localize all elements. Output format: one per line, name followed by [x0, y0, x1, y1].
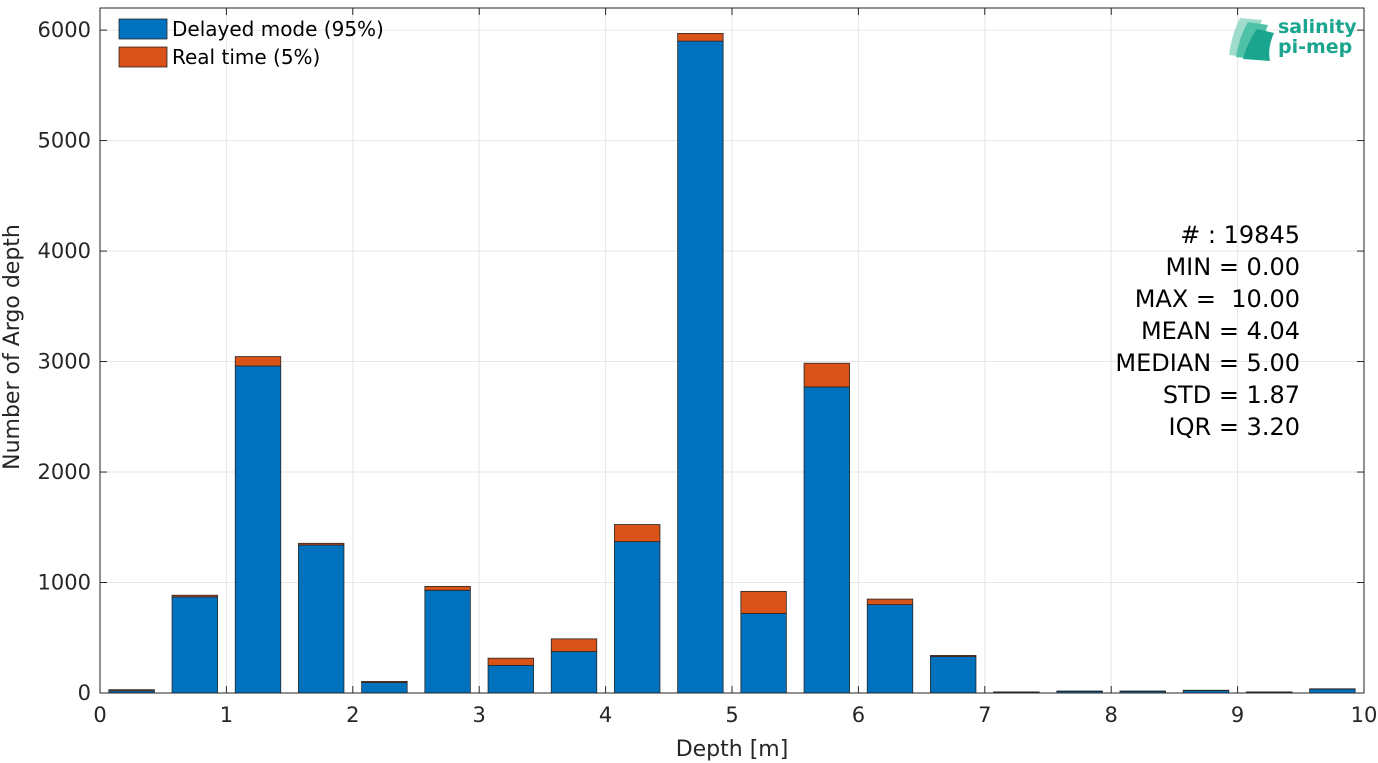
stats-min: MIN = 0.00: [1165, 253, 1300, 281]
bar-realtime-3: [298, 542, 345, 546]
logo-line-2: pi-mep: [1278, 36, 1352, 58]
y-tick-label: 2000: [38, 460, 91, 484]
stats-mean: MEAN = 4.04: [1141, 317, 1300, 345]
x-axis-label: Depth [m]: [676, 737, 789, 762]
stats-median: MEDIAN = 5.00: [1115, 349, 1300, 377]
x-tick-label: 1: [220, 703, 233, 727]
y-axis-ticks: 0 1000 2000 3000 4000 5000 6000: [38, 18, 1364, 705]
bar-realtime-10: [740, 590, 787, 614]
bar-delayed-13: [930, 656, 977, 694]
x-tick-label: 6: [852, 703, 865, 727]
bar-delayed-2: [234, 365, 282, 694]
wave-logo-icon: [1229, 18, 1274, 61]
bar-delayed-10: [740, 613, 787, 694]
bar-realtime-8: [614, 524, 661, 543]
bar-delayed-19: [1309, 688, 1356, 694]
stats-std: STD = 1.87: [1163, 381, 1300, 409]
logo-line-1: salinity: [1278, 16, 1357, 38]
stats-iqr: IQR = 3.20: [1169, 413, 1300, 441]
bar-delayed-8: [614, 541, 661, 694]
bar-realtime-12: [866, 598, 914, 606]
bar-realtime-4: [361, 680, 408, 683]
legend-swatch-delayed: [118, 18, 168, 40]
x-tick-label: 8: [1105, 703, 1118, 727]
stats-max: MAX = 10.00: [1135, 285, 1300, 313]
bar-realtime-9: [677, 33, 724, 42]
y-tick-label: 4000: [38, 239, 91, 263]
y-tick-label: 5000: [38, 129, 91, 153]
x-tick-label: 10: [1351, 703, 1378, 727]
bar-realtime-13: [930, 655, 977, 657]
bar-delayed-4: [361, 682, 408, 694]
legend-label-delayed: Delayed mode (95%): [172, 17, 384, 41]
y-tick-label: 1000: [38, 571, 91, 595]
bar-realtime-5: [424, 585, 471, 591]
x-tick-label: 5: [725, 703, 738, 727]
x-tick-label: 7: [978, 703, 991, 727]
stats-count: # : 19845: [1180, 221, 1300, 249]
legend-label-realtime: Real time (5%): [172, 45, 320, 69]
y-tick-label: 6000: [38, 18, 91, 42]
y-tick-label: 3000: [38, 350, 91, 374]
x-tick-label: 0: [93, 703, 106, 727]
bar-realtime-1: [171, 594, 218, 598]
bar-delayed-11: [803, 386, 850, 694]
x-tick-label: 4: [599, 703, 612, 727]
y-axis-label: Number of Argo depth: [0, 224, 25, 470]
bar-delayed-3: [298, 544, 345, 694]
bar-realtime-0: [108, 689, 155, 692]
bar-delayed-5: [424, 589, 471, 694]
x-tick-label: 2: [346, 703, 359, 727]
bar-delayed-9: [677, 40, 724, 694]
bar-realtime-7: [550, 638, 598, 652]
bar-realtime-6: [487, 657, 534, 666]
x-axis-ticks: 0 1 2 3 4 5 6 7 8 9 10: [93, 8, 1377, 727]
salinity-pi-mep-logo: salinity pi-mep: [1229, 16, 1357, 61]
bar-delayed-12: [866, 604, 914, 694]
legend: Delayed mode (95%) Real time (5%): [118, 17, 384, 69]
y-tick-label: 0: [78, 681, 91, 705]
bars: [108, 33, 1356, 694]
bar-realtime-11: [803, 362, 850, 388]
bar-realtime-2: [234, 356, 282, 367]
legend-swatch-realtime: [118, 46, 168, 68]
bar-delayed-1: [171, 596, 218, 694]
statistics-annotation: # : 19845 MIN = 0.00 MAX = 10.00 MEAN = …: [1115, 221, 1300, 441]
bar-delayed-6: [487, 664, 534, 694]
x-tick-label: 3: [473, 703, 486, 727]
x-tick-label: 9: [1231, 703, 1244, 727]
bar-delayed-7: [550, 651, 598, 694]
